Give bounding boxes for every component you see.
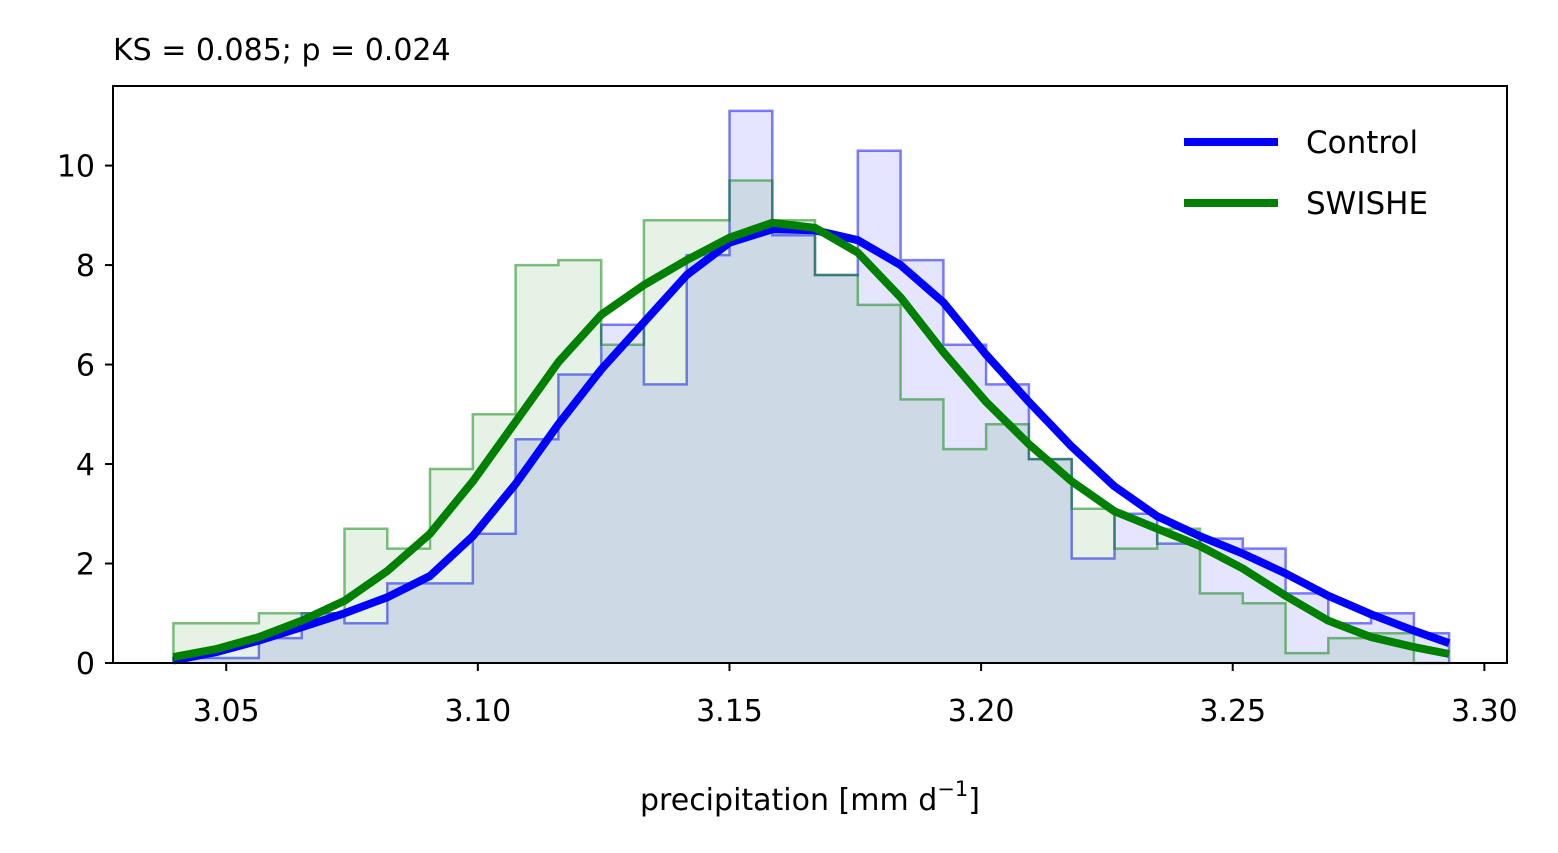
legend-label-swishe: SWISHE	[1306, 186, 1428, 222]
plot-frame	[112, 85, 1508, 664]
x-tick-label: 3.20	[948, 694, 1015, 729]
y-tick-label: 2	[76, 548, 95, 583]
x-tick-label: 3.15	[696, 694, 763, 729]
x-tick-label: 3.05	[193, 694, 260, 729]
x-axis-label-end: ]	[968, 783, 980, 818]
x-axis-label-exponent: −1	[937, 777, 968, 801]
y-tick-label: 6	[76, 349, 95, 384]
chart-title: KS = 0.085; p = 0.024	[113, 33, 451, 68]
x-tick-label: 3.25	[1199, 694, 1266, 729]
histogram-fill-control	[173, 110, 1450, 663]
x-axis-label: precipitation [mm d−1]	[640, 777, 980, 818]
x-axis: 3.05 3.10 3.15 3.20 3.25 3.30	[193, 663, 1518, 729]
y-axis: 0 2 4 6 8 10	[57, 150, 113, 682]
histogram-outline-swishe	[172, 179, 1450, 665]
histogram-fill-swishe	[173, 180, 1450, 663]
y-tick-label: 0	[76, 647, 95, 682]
x-tick-label: 3.10	[444, 694, 511, 729]
y-tick-label: 4	[76, 448, 95, 483]
plot-area	[172, 109, 1451, 665]
x-tick-label: 3.30	[1451, 694, 1518, 729]
y-tick-label: 10	[57, 150, 95, 185]
x-axis-label-main: precipitation [mm d	[640, 783, 937, 818]
legend-label-control: Control	[1306, 125, 1418, 161]
histogram-swishe	[172, 179, 1450, 665]
kde-line-swishe	[172, 218, 1450, 661]
legend: Control SWISHE	[1184, 125, 1428, 222]
y-tick-label: 8	[76, 249, 95, 284]
